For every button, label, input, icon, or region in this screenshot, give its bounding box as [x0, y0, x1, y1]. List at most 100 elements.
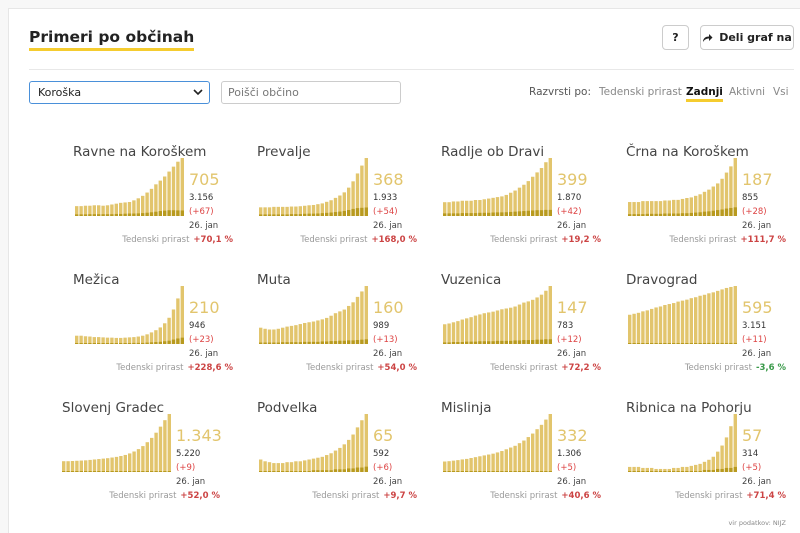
- search-input[interactable]: Poišči občino: [221, 81, 401, 104]
- municipality-name: Dravograd: [626, 272, 698, 288]
- bar-new-cases: [504, 212, 508, 216]
- sparkline-chart: [259, 286, 368, 345]
- bar-active: [263, 461, 267, 472]
- bar-active: [110, 457, 114, 472]
- bar-active: [176, 298, 180, 344]
- bar-active: [342, 192, 346, 216]
- weekly-growth: Tedenski prirast -3,6 %: [685, 363, 786, 373]
- daily-increase-value: (+13): [373, 335, 398, 345]
- region-select[interactable]: Koroška: [29, 81, 210, 104]
- bar-active: [92, 459, 97, 472]
- bar-new-cases: [276, 214, 280, 216]
- bar-new-cases: [171, 339, 176, 344]
- bar-new-cases: [154, 211, 158, 216]
- bar-active: [460, 319, 464, 344]
- bar-active: [544, 290, 548, 344]
- help-button[interactable]: ?: [662, 25, 689, 50]
- bar-active: [123, 454, 127, 472]
- bar-active: [451, 460, 456, 472]
- bar-new-cases: [158, 471, 163, 472]
- bar-new-cases: [482, 341, 486, 344]
- bar-active: [311, 458, 316, 472]
- bar-active: [526, 437, 530, 472]
- bar-new-cases: [500, 212, 504, 216]
- bar-active: [136, 449, 141, 472]
- bar-new-cases: [88, 471, 92, 472]
- daily-increase-value: (+6): [373, 463, 393, 473]
- bar-active: [303, 205, 307, 216]
- data-source: vir podatkov: NIJZ: [728, 519, 786, 527]
- bar-active: [702, 294, 707, 344]
- total-cases-value: 314: [742, 449, 759, 459]
- bar-active: [272, 206, 276, 216]
- bar-new-cases: [136, 342, 140, 344]
- bar-new-cases: [320, 470, 324, 472]
- bar-new-cases: [641, 214, 645, 216]
- bar-active: [504, 308, 508, 344]
- bar-new-cases: [267, 342, 272, 344]
- bar-new-cases: [628, 470, 632, 472]
- bar-active: [364, 286, 368, 344]
- bar-new-cases: [132, 342, 136, 344]
- bar-active: [451, 201, 456, 216]
- bar-new-cases: [539, 210, 544, 216]
- bar-active: [355, 173, 360, 216]
- bar-new-cases: [694, 470, 698, 472]
- weekly-growth-label: Tedenski prirast: [490, 363, 558, 373]
- bar-active: [667, 304, 671, 344]
- bar-new-cases: [123, 471, 127, 472]
- bar-new-cases: [333, 212, 338, 216]
- weekly-growth-value: +40,6 %: [561, 491, 601, 501]
- bar-new-cases: [320, 213, 324, 216]
- municipalities-card: Primeri po občinah ? Deli graf na Korošk…: [8, 8, 800, 533]
- total-cases-value: 1.933: [373, 193, 398, 203]
- bar-new-cases: [263, 471, 267, 472]
- bar-new-cases: [325, 212, 329, 216]
- bar-new-cases: [267, 214, 272, 216]
- bar-active: [127, 337, 132, 344]
- bar-active: [628, 314, 632, 344]
- bar-active: [465, 318, 469, 344]
- bar-new-cases: [145, 471, 149, 472]
- bar-new-cases: [97, 214, 101, 216]
- bar-new-cases: [338, 340, 342, 344]
- bar-new-cases: [128, 471, 132, 472]
- bar-active: [298, 324, 302, 344]
- bar-new-cases: [347, 468, 351, 472]
- bar-active: [75, 206, 79, 216]
- bar-active: [263, 328, 267, 345]
- sort-option-latest[interactable]: Zadnji: [686, 86, 723, 102]
- weekly-growth-label: Tedenski prirast: [109, 491, 177, 501]
- bar-new-cases: [92, 214, 96, 216]
- bar-new-cases: [658, 470, 663, 472]
- sort-option-weekly[interactable]: Tedenski prirast: [599, 86, 682, 98]
- bar-active: [447, 323, 451, 344]
- bar-new-cases: [720, 209, 724, 216]
- bar-active: [154, 184, 158, 216]
- total-cases-value: 783: [557, 321, 574, 331]
- bar-new-cases: [311, 213, 316, 216]
- bar-active: [654, 201, 658, 216]
- sort-option-active[interactable]: Aktivni: [729, 86, 766, 98]
- bar-new-cases: [667, 213, 671, 216]
- last-date: 26. jan: [742, 221, 772, 231]
- bar-new-cases: [716, 342, 720, 344]
- weekly-growth-label: Tedenski prirast: [684, 363, 752, 373]
- bar-active: [504, 449, 508, 472]
- weekly-growth-label: Tedenski prirast: [669, 235, 737, 245]
- bar-active: [272, 463, 276, 472]
- total-cases-value: 1.870: [557, 193, 582, 203]
- bar-new-cases: [654, 470, 658, 472]
- sort-option-all[interactable]: Vsi: [773, 86, 789, 98]
- bar-new-cases: [729, 342, 733, 344]
- bar-active: [316, 320, 320, 344]
- bar-active: [141, 195, 145, 216]
- share-button[interactable]: Deli graf na: [700, 25, 794, 50]
- bar-new-cases: [517, 471, 522, 472]
- bar-new-cases: [632, 214, 636, 216]
- bar-active: [702, 191, 707, 216]
- bar-new-cases: [329, 470, 333, 472]
- bar-active: [645, 310, 649, 344]
- bar-new-cases: [141, 342, 145, 344]
- bar-new-cases: [548, 209, 552, 216]
